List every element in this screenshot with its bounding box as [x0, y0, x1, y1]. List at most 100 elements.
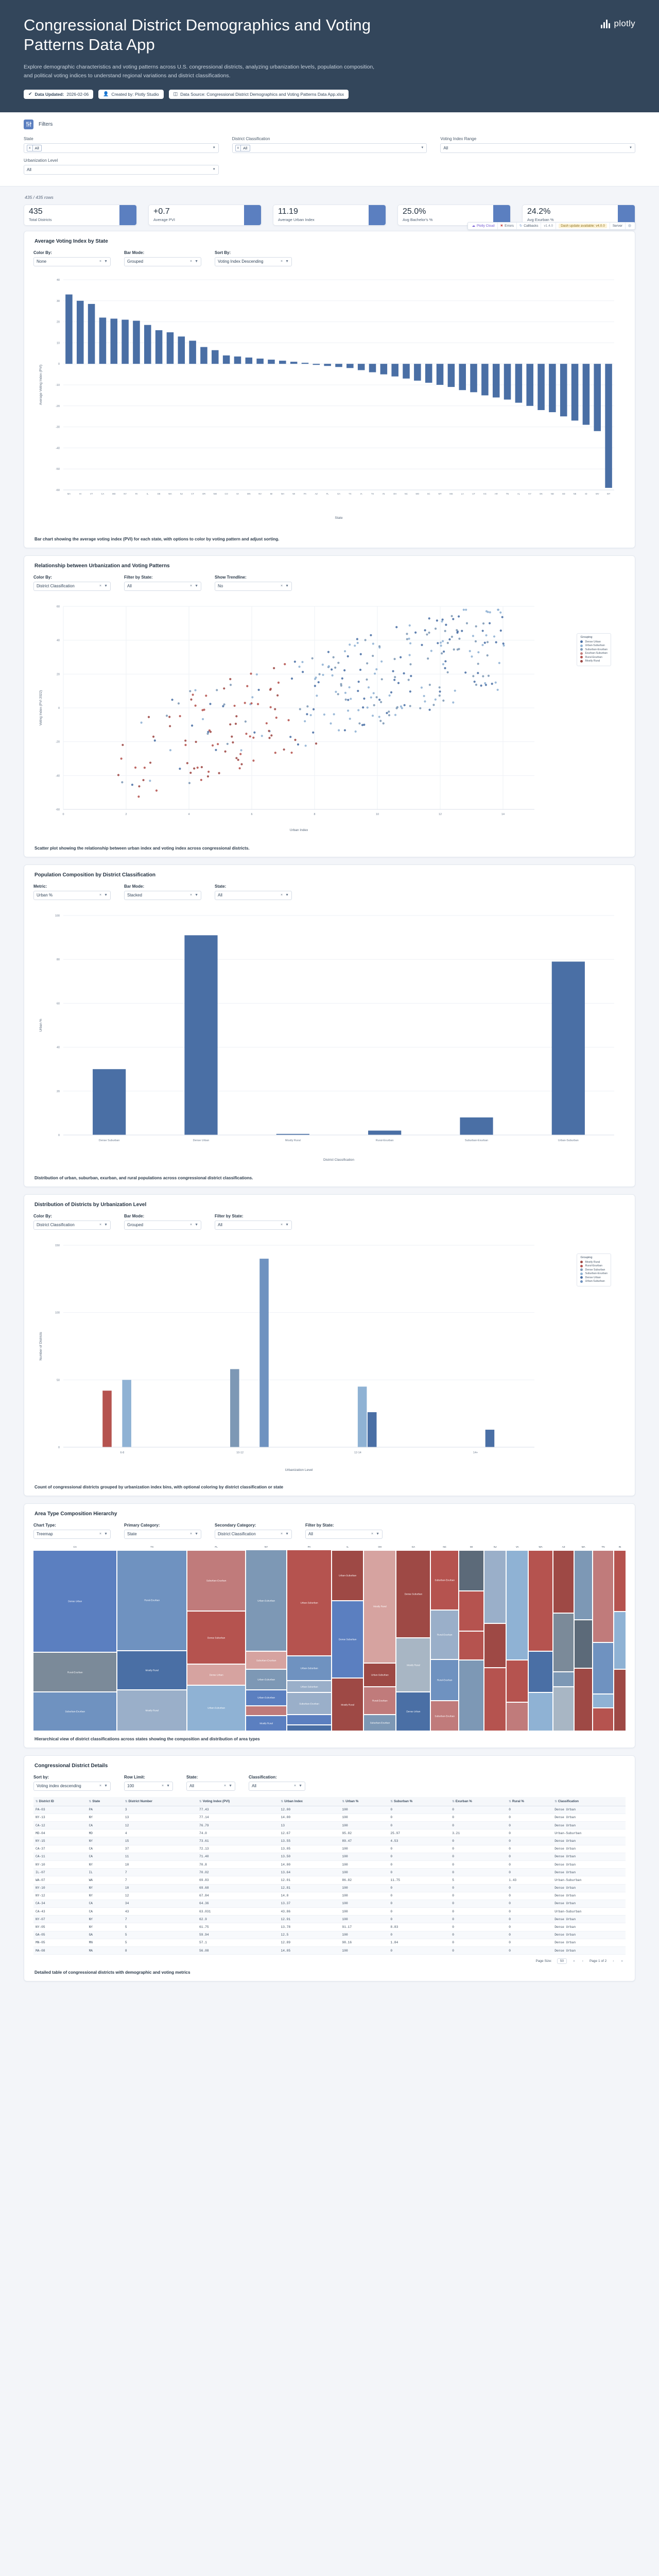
chevron-down-icon[interactable]: ▼	[212, 146, 216, 150]
distrib-bar-mode-select[interactable]: Grouped × ▼	[124, 1220, 201, 1230]
chevron-down-icon[interactable]: ▼	[104, 1532, 108, 1536]
chip-remove-icon[interactable]: x	[236, 145, 241, 151]
treemap-cell[interactable]: Urban-Suburban	[287, 1681, 332, 1692]
table-row[interactable]: CA-37 CA 37 72.13 13.05 100 0 0 0 Dense Urban	[33, 1845, 626, 1853]
secondary-category-select[interactable]: District Classification × ▼	[215, 1529, 292, 1539]
next-page-icon[interactable]: ›	[613, 1959, 614, 1963]
legend-item[interactable]: Suburban-Exurban	[580, 1272, 608, 1275]
primary-category-select[interactable]: State × ▼	[124, 1529, 201, 1539]
chevron-down-icon[interactable]: ▼	[285, 1532, 289, 1536]
clear-icon[interactable]: ×	[99, 260, 102, 264]
treemap-cell[interactable]: Dense Urban	[396, 1692, 430, 1731]
treemap-cell[interactable]	[246, 1706, 287, 1716]
treemap-cell[interactable]	[484, 1550, 506, 1623]
metric-select[interactable]: Urban % × ▼	[33, 890, 111, 900]
chevron-down-icon[interactable]: ▼	[376, 1532, 379, 1536]
clear-icon[interactable]: ×	[189, 584, 193, 588]
filter-classification-select[interactable]: x All ▼	[232, 143, 427, 153]
table-column-header[interactable]: ⇅ District ID	[33, 1797, 87, 1806]
treemap-cell[interactable]: Rural-Exurban	[33, 1652, 117, 1692]
treemap-cell[interactable]: Suburban-Exurban	[287, 1693, 332, 1715]
chevron-down-icon[interactable]: ▼	[285, 1223, 289, 1227]
chevron-down-icon[interactable]: ▼	[104, 893, 108, 897]
treemap-cell[interactable]	[459, 1591, 484, 1631]
chevron-down-icon[interactable]: ▼	[104, 1223, 108, 1227]
distrib-color-by-select[interactable]: District Classification × ▼	[33, 1220, 111, 1230]
dev-toolbar[interactable]: ☁ Plotly Cloud ✖ Errors ↻ Callbacks v1.4…	[467, 222, 635, 230]
treemap-group[interactable]: MA	[575, 1545, 593, 1731]
table-row[interactable]: MN-05 MN 5 57.1 12.89 98.16 1.84 0 0 Dense Urban	[33, 1939, 626, 1947]
table-column-header[interactable]: ⇅ Suburban %	[388, 1797, 450, 1806]
treemap-group[interactable]: IL Urban-Suburban Dense Suburban Mostly Rur…	[332, 1545, 363, 1731]
sort-icon[interactable]: ⇅	[554, 1800, 557, 1803]
legend-item[interactable]: Mostly Rural	[580, 659, 608, 663]
treemap-cell[interactable]: Urban-Suburban	[332, 1550, 363, 1600]
treemap-cell[interactable]	[593, 1642, 614, 1693]
treemap-group[interactable]: OH Mostly Rural Urban-Suburban Rural-Exurba…	[364, 1545, 396, 1731]
treemap-group[interactable]: MI	[459, 1545, 484, 1731]
treemap-cell[interactable]	[553, 1613, 574, 1672]
clear-icon[interactable]: ×	[280, 1532, 283, 1536]
sort-icon[interactable]: ⇅	[390, 1800, 393, 1803]
devbar-update[interactable]: Dash update available: v4.0.0	[556, 222, 610, 229]
treemap-cell[interactable]: Suburban-Exurban	[364, 1715, 396, 1731]
district-details-table[interactable]: ⇅ District ID ⇅ State ⇅ District Number ⇅ Votin…	[33, 1797, 626, 1955]
treemap-cell[interactable]: Mostly Rural	[117, 1690, 186, 1731]
table-row[interactable]: GA-05 GA 5 59.94 12.5 100 0 0 0 Dense Urban	[33, 1931, 626, 1939]
treemap-cell[interactable]: Suburban-Exurban	[246, 1652, 287, 1669]
treemap-cell[interactable]: Rural-Exurban	[117, 1550, 186, 1650]
treemap-state-select[interactable]: All × ▼	[305, 1529, 383, 1539]
scatter-chart-urban-voting[interactable]: -60 -40 -20 0 20 40 60 0 2 4 6 8 10 12 14 Urban Index Vo…	[33, 597, 626, 842]
table-row[interactable]: CA-12 CA 12 76.79 13 100 0 0 0 Dense Urban	[33, 1821, 626, 1830]
legend-item[interactable]: Urban-Suburban	[580, 644, 608, 647]
treemap-cell[interactable]: Urban-Suburban	[287, 1550, 332, 1656]
treemap-cell[interactable]	[614, 1612, 626, 1669]
chevron-down-icon[interactable]: ▼	[285, 584, 289, 588]
chevron-down-icon[interactable]: ▼	[166, 1784, 170, 1788]
chevron-down-icon[interactable]: ▼	[195, 893, 198, 897]
treemap-cell[interactable]: Mostly Rural	[364, 1550, 396, 1663]
prev-page-icon[interactable]: ‹	[582, 1959, 583, 1963]
treemap-cell[interactable]	[507, 1550, 528, 1659]
treemap-cell[interactable]: Suburban-Exurban	[431, 1701, 459, 1731]
popcomp-bar-mode-select[interactable]: Stacked × ▼	[124, 890, 201, 900]
clear-icon[interactable]: ×	[293, 1784, 297, 1788]
treemap-cell[interactable]: Mostly Rural	[246, 1716, 287, 1731]
treemap-cell[interactable]	[287, 1725, 332, 1731]
treemap-group[interactable]: NJ	[484, 1545, 506, 1731]
bar-chart-population-composition[interactable]: 0 20 40 60 80 100 Dense Suburban Dense Urban Mos…	[33, 906, 626, 1172]
table-row[interactable]: NY-05 NY 5 61.75 13.78 91.17 8.83 0 0 Dense Urban	[33, 1923, 626, 1931]
clear-icon[interactable]: ×	[223, 1784, 227, 1788]
page-size-select[interactable]: 50	[557, 1958, 567, 1964]
table-header-row[interactable]: ⇅ District ID ⇅ State ⇅ District Number ⇅ Votin…	[33, 1797, 626, 1806]
table-classification-select[interactable]: All × ▼	[249, 1781, 305, 1791]
legend-item[interactable]: Dense Suburban	[580, 1268, 608, 1272]
treemap-cell[interactable]: Urban-Suburban	[287, 1656, 332, 1680]
distrib-state-select[interactable]: All × ▼	[215, 1220, 292, 1230]
legend-item[interactable]: Dense Urban	[580, 640, 608, 643]
devbar-errors[interactable]: ✖ Errors	[498, 222, 517, 229]
clear-icon[interactable]: ×	[189, 1532, 193, 1536]
treemap-group[interactable]: WA	[529, 1545, 552, 1731]
clear-icon[interactable]: ×	[371, 1532, 374, 1536]
sort-icon[interactable]: ⇅	[342, 1800, 345, 1803]
scatter-color-by-select[interactable]: District Classification × ▼	[33, 581, 111, 591]
treemap-cell[interactable]: Urban-Suburban	[246, 1550, 287, 1651]
treemap-cell[interactable]	[459, 1632, 484, 1659]
bar-chart-voting-index[interactable]: -60 -50 -40 -30 -20 -10 0 10 20 30 40 MA HI VT CA MD NY R…	[33, 273, 626, 533]
legend-item[interactable]: Mostly Rural	[580, 1261, 608, 1264]
treemap-cell[interactable]	[575, 1668, 593, 1731]
treemap-cell[interactable]: Dense Urban	[187, 1665, 246, 1685]
treemap-cell[interactable]	[484, 1668, 506, 1731]
sort-icon[interactable]: ⇅	[509, 1800, 511, 1803]
treemap-cell[interactable]: Urban-Suburban	[364, 1664, 396, 1686]
sort-icon[interactable]: ⇅	[452, 1800, 455, 1803]
treemap-cell[interactable]: Mostly Rural	[332, 1679, 363, 1731]
treemap-cell[interactable]	[507, 1703, 528, 1731]
chevron-down-icon[interactable]: ▼	[299, 1784, 302, 1788]
table-row[interactable]: MD-04 MD 4 74.0 12.67 95.82 25.97 3.21 0 Urban-Su…	[33, 1829, 626, 1838]
table-row[interactable]: NY-07 NY 7 62.9 12.91 100 0 0 0 Dense Urban	[33, 1915, 626, 1924]
treemap-group[interactable]: VA	[507, 1545, 528, 1731]
table-column-header[interactable]: ⇅ Classification	[552, 1797, 626, 1806]
chevron-down-icon[interactable]: ▼	[421, 146, 424, 150]
